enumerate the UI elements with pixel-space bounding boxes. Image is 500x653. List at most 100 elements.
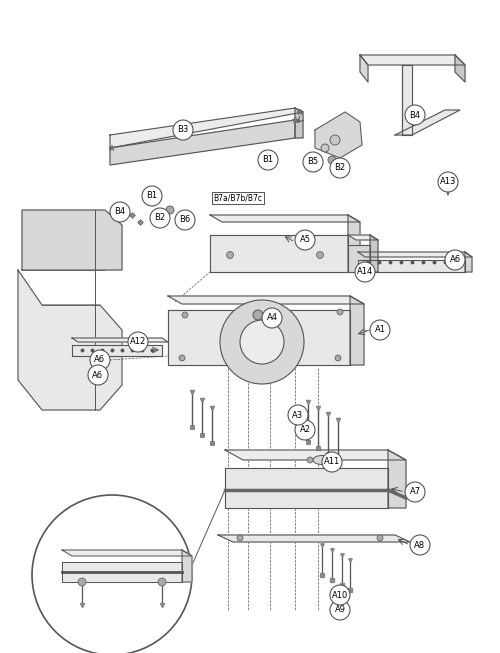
Polygon shape [455,55,465,82]
Polygon shape [72,345,162,356]
Polygon shape [402,65,412,135]
Polygon shape [110,108,303,148]
Circle shape [337,309,343,315]
Polygon shape [225,468,388,508]
Polygon shape [210,215,360,222]
Circle shape [370,320,390,340]
Circle shape [88,365,108,385]
Text: B7a/B7b/B7c: B7a/B7b/B7c [214,193,262,202]
Circle shape [128,332,148,352]
Polygon shape [348,245,370,272]
Circle shape [307,457,313,463]
Circle shape [258,150,278,170]
Polygon shape [110,120,295,165]
Polygon shape [315,112,362,158]
Text: B6: B6 [180,215,190,225]
Text: A11: A11 [324,458,340,466]
Text: B4: B4 [114,208,126,217]
Polygon shape [350,296,364,365]
Text: A7: A7 [410,488,420,496]
Polygon shape [395,110,460,135]
Circle shape [240,320,284,364]
Text: B2: B2 [154,214,166,223]
Circle shape [182,312,188,318]
Circle shape [237,535,243,541]
Text: B3: B3 [178,125,188,135]
Circle shape [176,214,184,222]
Polygon shape [62,562,182,582]
Text: B5: B5 [308,157,318,167]
Circle shape [173,120,193,140]
Text: B1: B1 [146,191,158,200]
Circle shape [295,230,315,250]
Text: A10: A10 [332,590,348,599]
Polygon shape [225,450,406,460]
Circle shape [90,350,110,370]
Text: A4: A4 [266,313,278,323]
Circle shape [150,208,170,228]
Polygon shape [348,235,378,240]
Circle shape [330,158,350,178]
Text: B2: B2 [334,163,345,172]
Circle shape [338,163,346,171]
Polygon shape [168,296,364,304]
Circle shape [262,308,282,328]
Polygon shape [182,550,192,582]
Text: A3: A3 [292,411,304,419]
Circle shape [142,186,162,206]
Text: B4: B4 [410,110,420,119]
Text: A2: A2 [300,426,310,434]
Text: A1: A1 [374,325,386,334]
Circle shape [303,152,323,172]
Circle shape [295,420,315,440]
Text: A5: A5 [300,236,310,244]
Circle shape [316,251,324,259]
Circle shape [355,262,375,282]
Text: B1: B1 [262,155,274,165]
Polygon shape [22,210,122,270]
Text: A12: A12 [130,338,146,347]
Circle shape [158,578,166,586]
Circle shape [330,135,340,145]
Text: A6: A6 [94,355,106,364]
Ellipse shape [313,456,331,464]
Circle shape [32,495,192,653]
Polygon shape [348,215,360,272]
Text: A6: A6 [92,370,104,379]
Circle shape [288,405,308,425]
Polygon shape [18,270,122,410]
Polygon shape [218,535,410,542]
Polygon shape [358,260,465,272]
Circle shape [377,535,383,541]
Circle shape [220,300,304,384]
Circle shape [410,535,430,555]
Polygon shape [360,55,465,65]
Circle shape [405,105,425,125]
Circle shape [226,251,234,259]
Circle shape [78,578,86,586]
Circle shape [330,585,350,605]
Polygon shape [168,310,350,365]
Circle shape [445,250,465,270]
Circle shape [335,355,341,361]
Polygon shape [465,252,472,272]
Polygon shape [360,55,368,82]
Text: A8: A8 [414,541,426,550]
Polygon shape [358,252,472,257]
Circle shape [166,206,174,214]
Circle shape [330,600,350,620]
Polygon shape [72,338,168,342]
Circle shape [175,210,195,230]
Circle shape [328,156,336,164]
Text: A14: A14 [357,268,373,276]
Text: A6: A6 [450,255,460,264]
Circle shape [321,144,329,152]
Polygon shape [388,450,406,508]
Circle shape [405,482,425,502]
Circle shape [110,202,130,222]
Circle shape [438,172,458,192]
Text: A13: A13 [440,178,456,187]
Circle shape [253,310,263,320]
Polygon shape [210,235,348,272]
Polygon shape [62,550,192,556]
